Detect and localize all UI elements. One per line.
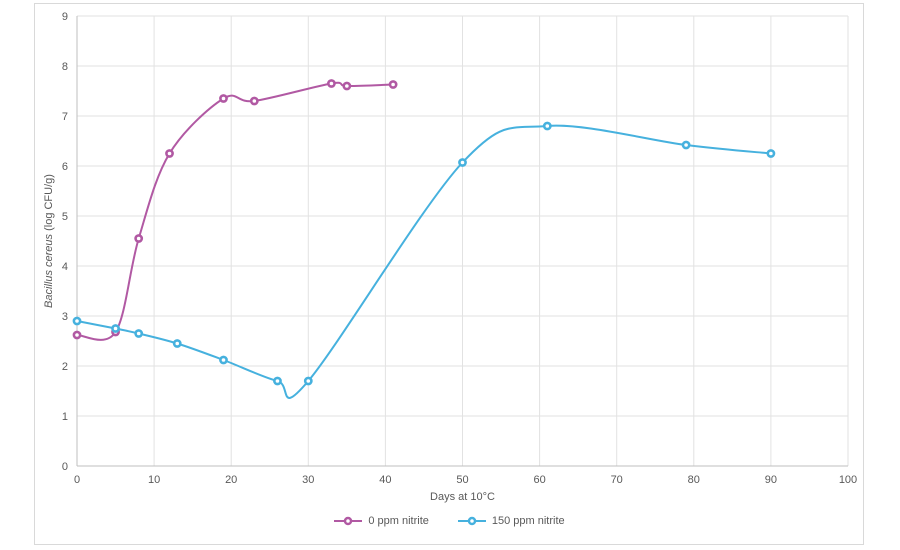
series-1-data-point — [172, 339, 182, 348]
legend: 0 ppm nitrite 150 ppm nitrite — [34, 515, 864, 527]
x-tick-label: 20 — [225, 474, 237, 486]
series-0-data-point — [249, 96, 259, 106]
series-line-1 — [76, 124, 772, 399]
y-tick-label: 0 — [62, 461, 68, 473]
series-1-data-point — [219, 355, 228, 365]
series-1-data-point — [111, 324, 120, 333]
y-axis-title-species: Bacillus cereus — [43, 233, 55, 308]
series-0-data-point — [342, 81, 352, 91]
x-tick-label: 50 — [456, 474, 468, 486]
legend-item-150ppm: 150 ppm nitrite — [457, 515, 565, 527]
legend-label-0ppm: 0 ppm nitrite — [368, 515, 429, 527]
y-tick-label: 7 — [62, 111, 68, 123]
x-tick-label: 40 — [379, 474, 391, 486]
x-tick-label: 30 — [302, 474, 314, 486]
y-tick-label: 6 — [62, 161, 68, 173]
series-1-data-point — [458, 158, 467, 167]
series-1-data-point — [273, 376, 282, 386]
series-1-data-point — [766, 149, 776, 158]
y-axis-title-units: (log CFU/g) — [43, 174, 55, 234]
x-tick-label: 80 — [688, 474, 700, 486]
y-tick-label: 5 — [62, 211, 68, 223]
series-1-data-point — [681, 140, 691, 150]
x-tick-label: 60 — [533, 474, 545, 486]
series-1-data-point — [303, 376, 313, 386]
series-1-data-point — [134, 329, 144, 338]
x-tick-label: 90 — [765, 474, 777, 486]
legend-marker-0ppm-icon — [334, 516, 363, 526]
y-axis-title: Bacillus cereus (log CFU/g) — [43, 174, 55, 308]
series-0-data-point — [165, 149, 174, 158]
series-0-data-point — [134, 234, 144, 243]
legend-item-0ppm: 0 ppm nitrite — [333, 515, 429, 527]
series-0-data-point — [327, 79, 336, 88]
series-1-data-point — [542, 121, 552, 131]
series-0-data-point — [388, 80, 398, 89]
x-tick-label: 100 — [839, 474, 857, 486]
y-tick-label: 4 — [62, 261, 68, 273]
x-axis-title: Days at 10°C — [430, 491, 495, 503]
x-tick-label: 70 — [611, 474, 623, 486]
y-tick-label: 2 — [62, 361, 68, 373]
series-1-data-point — [72, 316, 82, 326]
legend-marker-150ppm-icon — [457, 516, 486, 526]
x-tick-label: 10 — [148, 474, 160, 486]
y-tick-label: 9 — [62, 11, 68, 23]
y-tick-label: 8 — [62, 61, 68, 73]
x-tick-label: 0 — [74, 474, 80, 486]
series-0-data-point — [72, 330, 82, 340]
legend-label-150ppm: 150 ppm nitrite — [491, 515, 565, 527]
chart-frame — [34, 3, 864, 545]
series-line-0 — [76, 81, 395, 341]
y-tick-label: 1 — [62, 411, 68, 423]
series-0-data-point — [219, 94, 228, 103]
y-tick-label: 3 — [62, 311, 68, 323]
